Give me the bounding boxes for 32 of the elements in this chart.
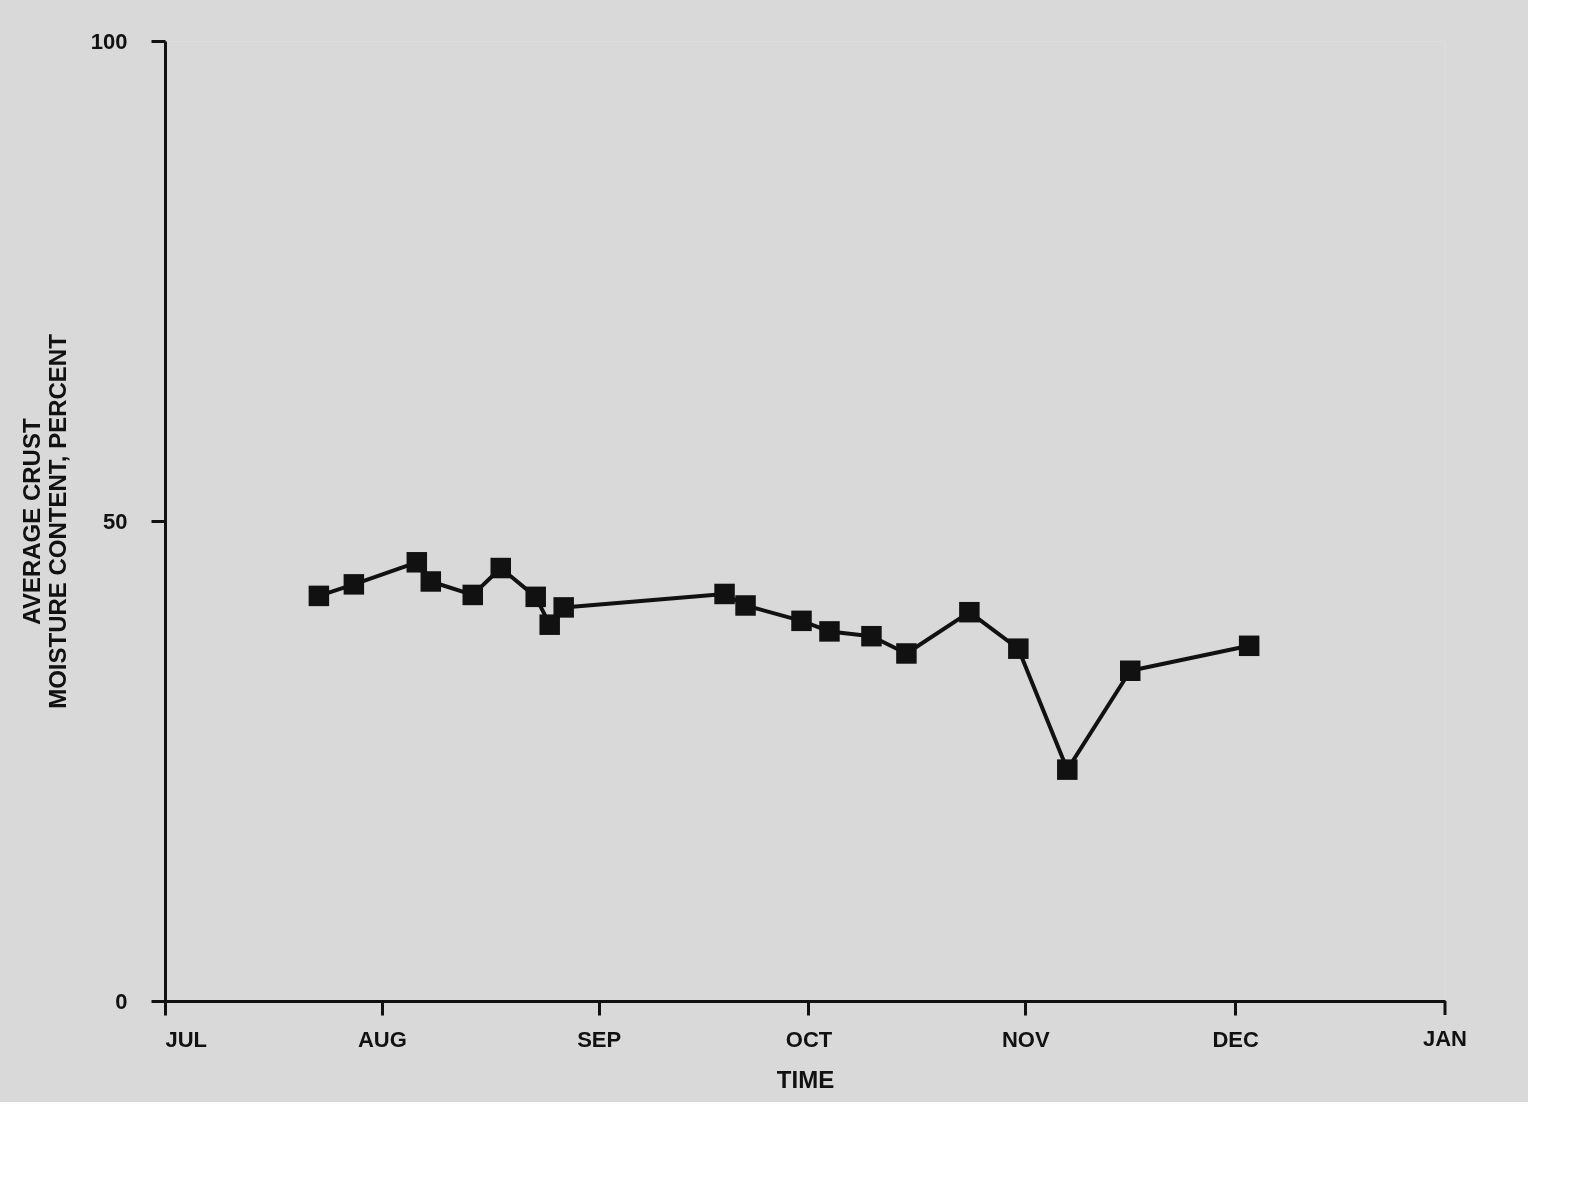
point — [791, 610, 812, 632]
point — [1238, 635, 1260, 657]
point — [406, 552, 428, 573]
point — [539, 614, 560, 635]
point — [525, 586, 546, 608]
y-axis-title: AVERAGE CRUST MOISTURE CONTENT, PERCENT — [17, 333, 71, 709]
x-tick-label: SEP — [577, 1026, 622, 1052]
text: JAN — [1422, 1026, 1468, 1051]
x-tick-label: AUG — [357, 1026, 407, 1052]
point — [861, 625, 882, 647]
x-axis-title: TIME — [776, 1065, 835, 1093]
point — [1008, 638, 1029, 659]
x-tick-label: NOV — [1001, 1026, 1050, 1052]
point — [959, 601, 980, 623]
point — [714, 583, 735, 605]
y-tick-label: 100 — [90, 28, 128, 54]
y-tick-label: 50 — [103, 508, 128, 534]
x-tick-label: OCT — [785, 1026, 833, 1052]
y-tick-label: 0 — [115, 988, 128, 1014]
point — [1120, 660, 1141, 682]
point — [553, 597, 574, 618]
point — [343, 574, 365, 595]
x-tick-label: DEC — [1212, 1026, 1259, 1052]
point — [1057, 759, 1078, 780]
point — [819, 621, 840, 642]
x-tick-label: JUL — [165, 1026, 208, 1052]
point — [896, 643, 917, 664]
point — [735, 595, 756, 616]
point — [490, 557, 511, 579]
point — [308, 585, 330, 607]
point — [462, 584, 484, 606]
point — [420, 571, 442, 592]
